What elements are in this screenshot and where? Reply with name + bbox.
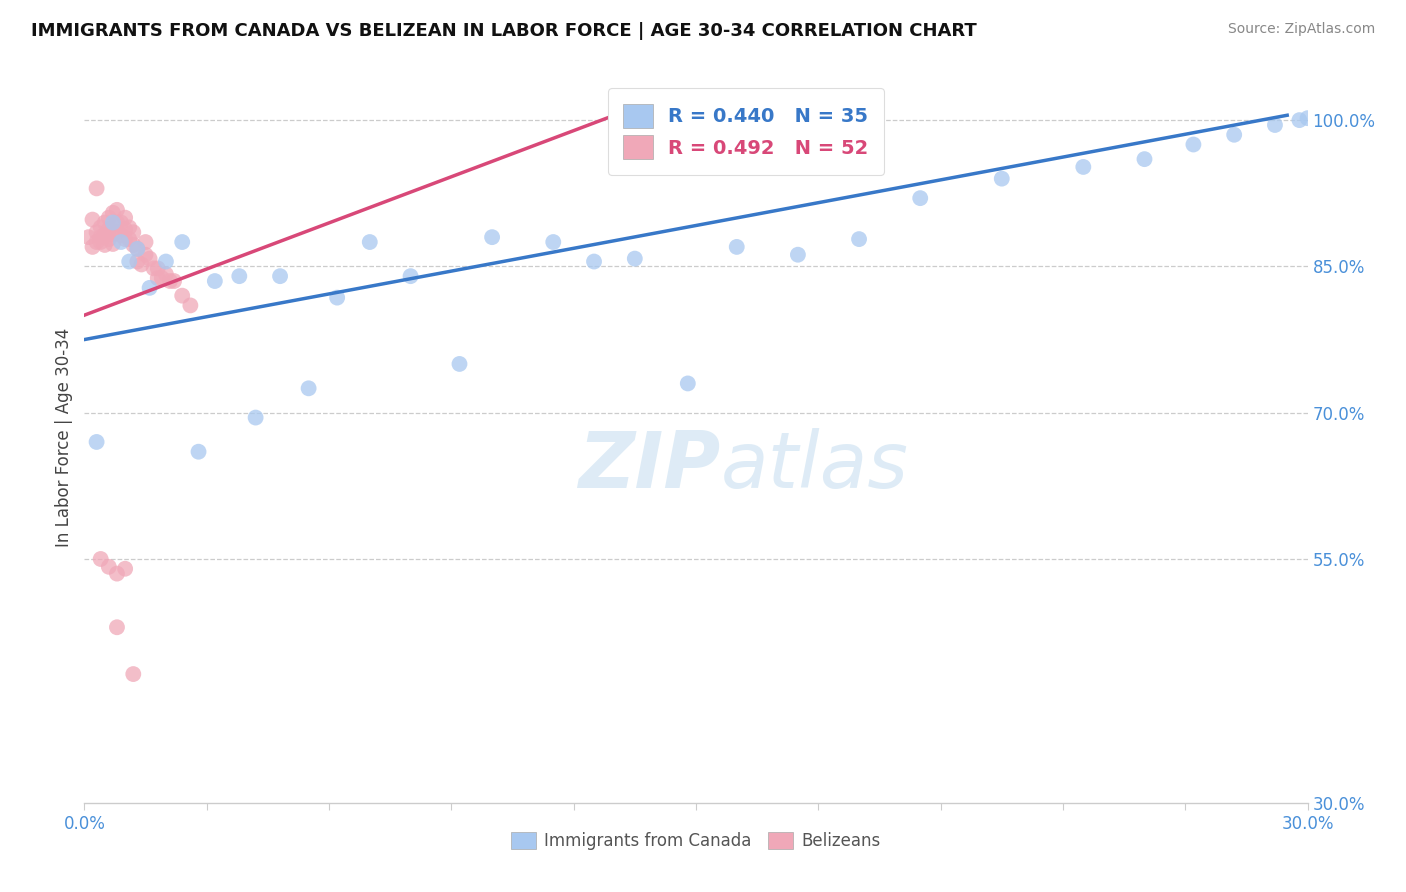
Point — [449, 357, 471, 371]
Point — [127, 242, 149, 256]
Point — [991, 171, 1014, 186]
Point — [245, 410, 267, 425]
Point — [97, 211, 120, 225]
Y-axis label: In Labor Force | Age 30-34: In Labor Force | Age 30-34 — [55, 327, 73, 547]
Point — [110, 215, 132, 229]
Point — [399, 269, 422, 284]
Point — [1182, 137, 1205, 152]
Point — [86, 235, 108, 249]
Point — [90, 235, 112, 249]
Point — [114, 222, 136, 236]
Point — [105, 202, 128, 217]
Point — [101, 206, 124, 220]
Point — [93, 238, 115, 252]
Point — [848, 232, 870, 246]
Point — [127, 254, 149, 268]
Point — [131, 257, 153, 271]
Point — [269, 269, 291, 284]
Point — [101, 227, 124, 242]
Point — [105, 215, 128, 229]
Point — [122, 238, 145, 252]
Point — [118, 232, 141, 246]
Point — [110, 228, 132, 243]
Point — [298, 381, 321, 395]
Point — [110, 235, 132, 249]
Point — [97, 222, 120, 236]
Point — [163, 274, 186, 288]
Point — [172, 235, 194, 249]
Point — [138, 281, 160, 295]
Point — [97, 559, 120, 574]
Point — [86, 225, 108, 239]
Point — [135, 235, 157, 249]
Point — [725, 240, 748, 254]
Point — [1288, 113, 1310, 128]
Point — [114, 232, 136, 246]
Point — [676, 376, 699, 391]
Point — [90, 220, 112, 235]
Point — [159, 274, 181, 288]
Point — [146, 261, 169, 276]
Point — [114, 562, 136, 576]
Point — [155, 267, 177, 281]
Point — [118, 220, 141, 235]
Point — [179, 298, 201, 312]
Point — [787, 248, 810, 262]
Point — [1223, 128, 1246, 142]
Point — [77, 230, 100, 244]
Point — [326, 291, 349, 305]
Point — [187, 444, 209, 458]
Point — [204, 274, 226, 288]
Point — [142, 261, 165, 276]
Point — [583, 254, 606, 268]
Point — [228, 269, 250, 284]
Point — [624, 252, 647, 266]
Point — [93, 228, 115, 243]
Point — [135, 248, 157, 262]
Text: ZIP: ZIP — [578, 428, 720, 504]
Point — [122, 225, 145, 239]
Point — [543, 235, 565, 249]
Point — [910, 191, 932, 205]
Point — [101, 237, 124, 252]
Text: Source: ZipAtlas.com: Source: ZipAtlas.com — [1227, 22, 1375, 37]
Point — [93, 215, 115, 229]
Point — [105, 566, 128, 581]
Point — [118, 254, 141, 268]
Point — [82, 212, 104, 227]
Point — [86, 434, 108, 449]
Point — [359, 235, 381, 249]
Text: atlas: atlas — [720, 428, 908, 504]
Point — [97, 232, 120, 246]
Point — [122, 667, 145, 681]
Point — [481, 230, 503, 244]
Point — [86, 181, 108, 195]
Point — [138, 252, 160, 266]
Point — [101, 218, 124, 232]
Point — [90, 230, 112, 244]
Point — [105, 225, 128, 239]
Point — [82, 240, 104, 254]
Point — [172, 288, 194, 302]
Point — [1133, 152, 1156, 166]
Point — [127, 242, 149, 256]
Point — [90, 552, 112, 566]
Point — [1296, 111, 1319, 125]
Point — [146, 271, 169, 285]
Legend: Immigrants from Canada, Belizeans: Immigrants from Canada, Belizeans — [505, 825, 887, 856]
Point — [105, 620, 128, 634]
Text: IMMIGRANTS FROM CANADA VS BELIZEAN IN LABOR FORCE | AGE 30-34 CORRELATION CHART: IMMIGRANTS FROM CANADA VS BELIZEAN IN LA… — [31, 22, 977, 40]
Point — [155, 254, 177, 268]
Point — [1264, 118, 1286, 132]
Point — [101, 215, 124, 229]
Point — [114, 211, 136, 225]
Point — [1073, 160, 1095, 174]
Point — [150, 271, 173, 285]
